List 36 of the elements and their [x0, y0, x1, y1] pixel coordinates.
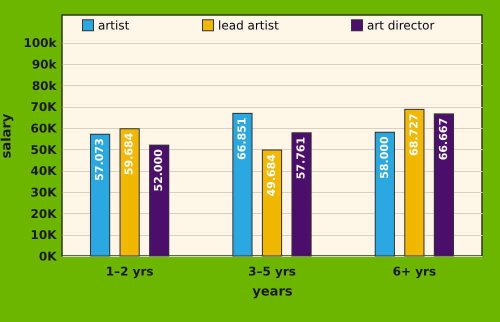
bar [120, 128, 140, 256]
y-tick-label: 40K [30, 164, 58, 178]
x-tick-label: 1–2 yrs [106, 264, 154, 278]
x-tick-label: 3–5 yrs [248, 264, 296, 278]
y-tick-label: 60K [30, 122, 58, 136]
x-axis-title: years [252, 284, 293, 300]
data-label: 57.073 [93, 138, 106, 181]
legend-label: artist [98, 18, 130, 32]
legend-label: lead artist [218, 18, 280, 32]
bar [90, 134, 110, 256]
y-tick-label: 70K [30, 100, 58, 114]
y-tick-label: 100k [23, 36, 58, 50]
bar [291, 132, 312, 256]
y-tick-label: 20K [30, 206, 58, 221]
bar [232, 112, 253, 256]
data-label: 59.684 [122, 132, 136, 176]
data-label: 68.727 [407, 113, 420, 156]
y-tick-label: 80k [32, 78, 58, 93]
y-tick-label: 0K [38, 250, 58, 264]
y-tick-label: 30K [30, 186, 58, 200]
bar [434, 113, 454, 256]
data-label: 66.667 [436, 118, 450, 160]
y-axis-title: salary [0, 113, 14, 158]
x-tick-label: 6+ yrs [392, 264, 436, 278]
bar [374, 132, 395, 256]
data-label: 66.851 [235, 117, 248, 160]
bar [149, 144, 170, 256]
data-label: 49.684 [265, 154, 278, 196]
legend-label: art director [367, 18, 434, 32]
y-tick-label: 90k [32, 58, 58, 72]
y-tick-label: 50K [30, 142, 58, 157]
data-label: 58.000 [378, 136, 391, 179]
data-label: 57.761 [294, 136, 308, 180]
data-label: 52.000 [152, 148, 166, 192]
bar [404, 108, 424, 256]
y-tick-label: 10K [30, 228, 58, 242]
